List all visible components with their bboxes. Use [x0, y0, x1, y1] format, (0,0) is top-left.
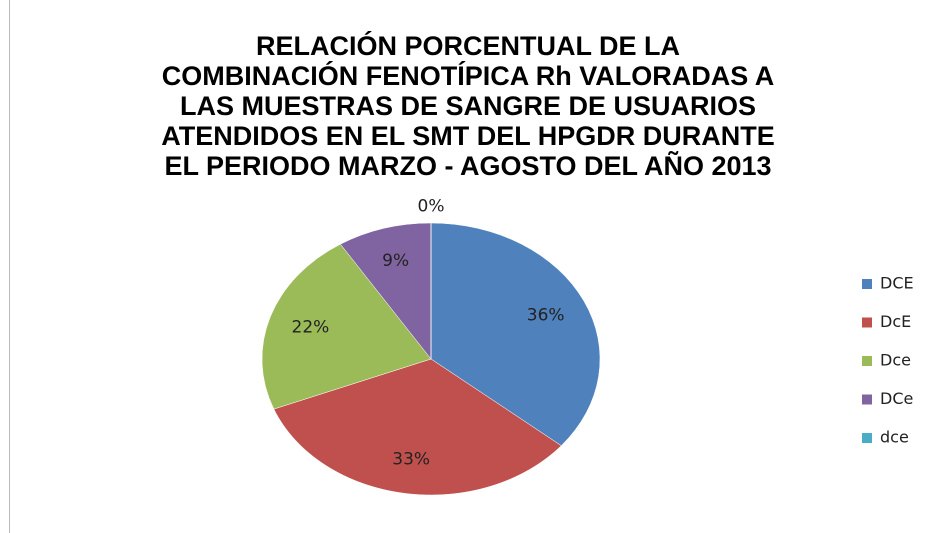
legend-label: dce [880, 428, 909, 447]
legend-swatch [862, 317, 872, 328]
data-label: 9% [382, 251, 409, 271]
chart-title: LAS MUESTRAS DE SANGRE DE USUARIOS [180, 91, 756, 121]
pie-slice [430, 222, 601, 447]
pie-slice [273, 358, 562, 496]
legend-label: DCe [880, 389, 913, 408]
legend-swatch [862, 279, 872, 289]
legend-label: DCE [880, 274, 914, 293]
legend-label: DcE [880, 312, 911, 331]
legend-swatch [862, 356, 872, 366]
chart-title: RELACIÓN PORCENTUAL DE LA [256, 30, 680, 61]
chart-title: EL PERIODO MARZO - AGOSTO DEL AÑO 2013 [164, 150, 771, 181]
data-label: 0% [418, 197, 445, 217]
data-label: 36% [527, 306, 565, 326]
chart-title: COMBINACIÓN FENOTÍPICA Rh VALORADAS A [162, 60, 774, 91]
data-label: 33% [392, 450, 430, 470]
legend-label: Dce [880, 351, 911, 370]
legend-swatch [862, 433, 872, 443]
chart-title: ATENDIDOS EN EL SMT DEL HPGDR DURANTE [161, 121, 775, 151]
data-label: 22% [292, 317, 330, 337]
pie-slice [261, 243, 432, 410]
pie-slice [340, 222, 432, 360]
legend-swatch [862, 394, 872, 405]
